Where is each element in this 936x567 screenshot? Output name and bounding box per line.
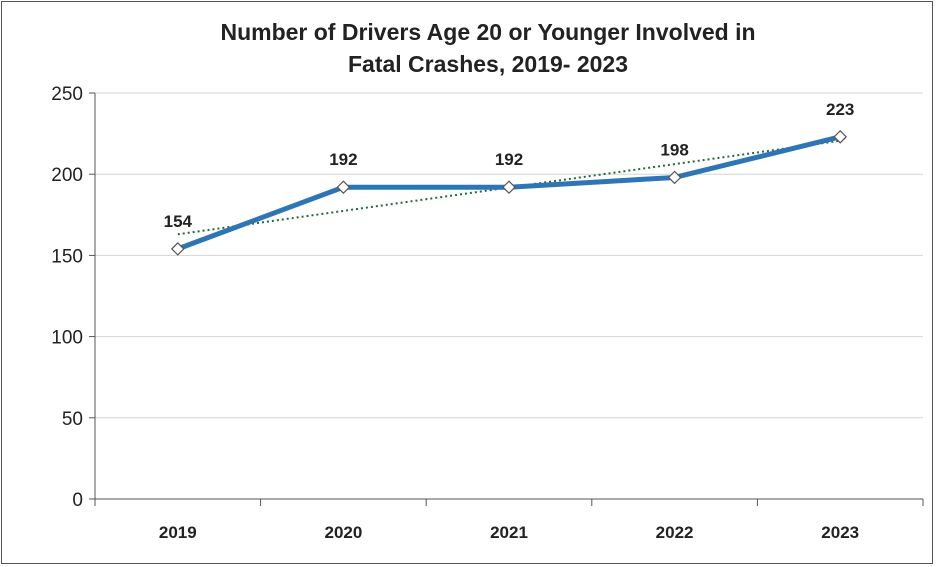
y-tick-label-0: 0 <box>72 490 83 511</box>
data-label-2021: 192 <box>495 150 523 169</box>
data-label-2019: 154 <box>164 212 193 231</box>
chart-title-line-1: Number of Drivers Age 20 or Younger Invo… <box>220 19 755 45</box>
y-tick-label-150: 150 <box>51 246 83 267</box>
chart-title-line-2: Fatal Crashes, 2019- 2023 <box>348 51 628 77</box>
y-tick-label-250: 250 <box>51 84 83 105</box>
data-label-2022: 198 <box>660 140 688 159</box>
series-group <box>170 129 848 256</box>
trendline-group <box>177 139 841 236</box>
labels-group: 154 192 192 198 223 <box>164 100 855 231</box>
axes: 0 50 100 150 200 250 2019 2020 2021 2022 2023 <box>51 84 924 542</box>
data-point-2021 <box>502 180 516 195</box>
x-tick-label-2020: 2020 <box>324 523 362 542</box>
y-tick-label-100: 100 <box>51 328 83 349</box>
data-label-2023: 223 <box>826 100 854 119</box>
y-tick-label-50: 50 <box>62 409 83 430</box>
gridlines <box>95 92 923 419</box>
data-label-2020: 192 <box>329 150 357 169</box>
y-tick-label-200: 200 <box>51 165 83 186</box>
x-tick-label-2022: 2022 <box>656 523 694 542</box>
x-tick-label-2019: 2019 <box>159 523 197 542</box>
x-tick-label-2021: 2021 <box>490 523 528 542</box>
x-tick-label-2023: 2023 <box>821 523 859 542</box>
trendline <box>177 139 841 236</box>
data-point-2019 <box>170 242 185 256</box>
data-point-2022 <box>667 170 682 185</box>
data-point-2023 <box>833 129 848 144</box>
data-point-2020 <box>336 180 351 195</box>
